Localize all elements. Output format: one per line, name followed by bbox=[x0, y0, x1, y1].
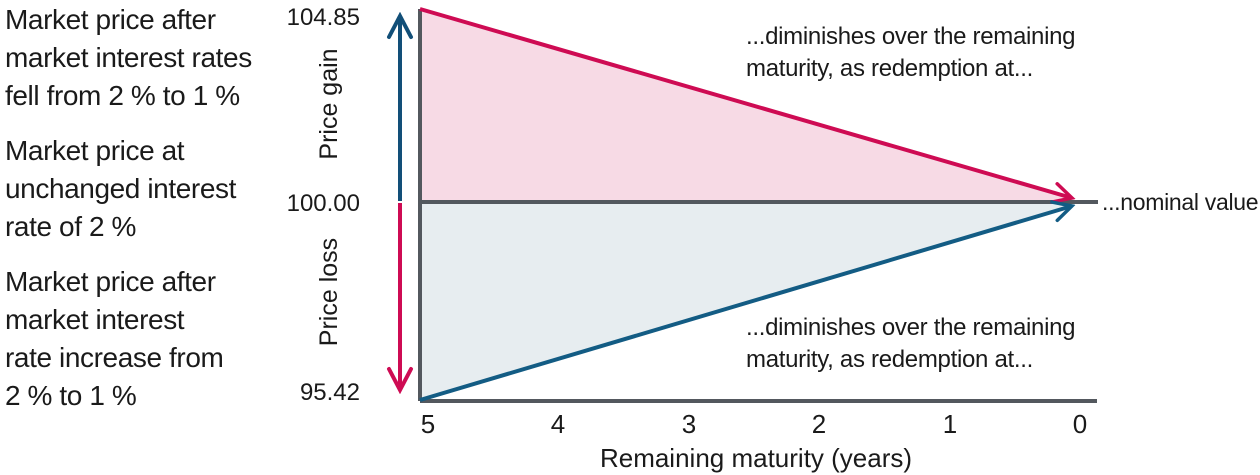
x-tick-5: 5 bbox=[421, 409, 435, 439]
annotation-diminishes-top: ...diminishes over the remaining maturit… bbox=[746, 23, 1076, 82]
x-axis-title: Remaining maturity (years) bbox=[600, 443, 912, 473]
price-loss-caption: Price loss bbox=[315, 238, 343, 346]
y-label-100-00: 100.00 bbox=[287, 190, 360, 217]
y-label-95-42: 95.42 bbox=[300, 379, 360, 406]
annotation-diminishes-bottom: ...diminishes over the remaining maturit… bbox=[746, 314, 1076, 373]
scenario-label-rates-fell: Market price after market interest rates… bbox=[5, 4, 252, 111]
x-tick-3: 3 bbox=[682, 409, 696, 439]
scenario-label-rates-unchanged: Market price at unchanged interest rate … bbox=[5, 135, 236, 242]
lower-price-path-loss bbox=[419, 206, 1072, 402]
scenario-label-rates-increase: Market price after market interest rate … bbox=[5, 266, 224, 411]
x-tick-2: 2 bbox=[812, 409, 826, 439]
x-tick-1: 1 bbox=[943, 409, 957, 439]
nominal-value-label: ...nominal value bbox=[1102, 189, 1259, 215]
x-tick-0: 0 bbox=[1073, 409, 1087, 439]
y-label-104-85: 104.85 bbox=[287, 4, 360, 31]
price-gain-caption: Price gain bbox=[315, 48, 343, 159]
x-tick-4: 4 bbox=[551, 409, 565, 439]
upper-price-path-gain bbox=[419, 7, 1072, 198]
